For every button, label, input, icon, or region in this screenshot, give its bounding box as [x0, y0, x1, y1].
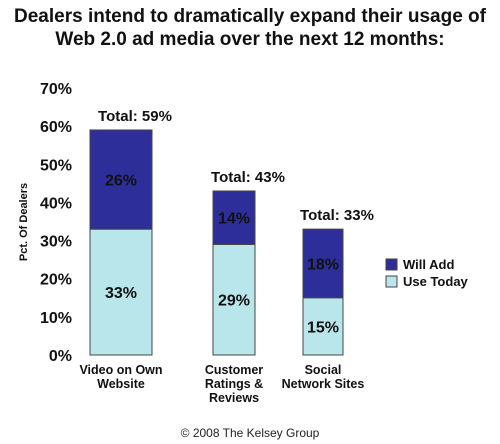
y-tick-label: 60%: [40, 119, 72, 136]
bar-segment-use-today: [89, 228, 153, 356]
total-label: Total: 43%: [211, 169, 285, 186]
data-label-use-today: 15%: [307, 319, 339, 336]
x-category-label: Reviews: [209, 391, 259, 405]
chart-title-line-2: Web 2.0 ad media over the next 12 months…: [55, 29, 444, 50]
bar-segment-will-add: [302, 228, 344, 299]
y-tick-label: 30%: [40, 234, 72, 251]
data-label-will-add: 18%: [307, 256, 339, 273]
x-category-label: Customer: [205, 363, 263, 377]
x-category-label: Network Sites: [282, 377, 365, 391]
y-axis-ticks: 0% 10% 20% 30% 40% 50% 60% 70%: [40, 81, 72, 365]
data-label-will-add: 14%: [218, 211, 250, 228]
data-label-will-add: 26%: [105, 173, 137, 190]
y-tick-label: 70%: [40, 81, 72, 98]
y-tick-label: 40%: [40, 195, 72, 212]
legend: Will Add Use Today: [385, 257, 469, 289]
total-label: Total: 33%: [300, 207, 374, 224]
x-category-label: Video on Own: [79, 363, 162, 377]
y-tick-label: 10%: [40, 310, 72, 327]
legend-swatch-use-today: [385, 275, 398, 288]
chart-title-line-1: Dealers intend to dramatically expand th…: [14, 6, 487, 27]
y-tick-label: 50%: [40, 157, 72, 174]
bar-segment-use-today: [302, 297, 344, 356]
data-label-use-today: 29%: [218, 293, 250, 310]
y-tick-label: 0%: [49, 348, 72, 365]
legend-label-use-today: Use Today: [403, 274, 469, 289]
legend-label-will-add: Will Add: [403, 257, 454, 272]
x-category-label: Ratings &: [205, 377, 263, 391]
x-category-label: Website: [97, 377, 145, 391]
y-tick-label: 20%: [40, 272, 72, 289]
data-label-use-today: 33%: [105, 285, 137, 302]
bar-segment-will-add: [212, 190, 256, 245]
total-label: Total: 59%: [98, 108, 172, 125]
legend-swatch-will-add: [385, 258, 398, 271]
x-category-label: Social: [305, 363, 342, 377]
bar-segment-will-add: [89, 129, 153, 230]
y-axis-label: Pct. Of Dealers: [18, 183, 30, 261]
copyright-notice: © 2008 The Kelsey Group: [181, 426, 320, 440]
bars: 33% 26% Total: 59% 29% 14% Total: 43% 15% 18% To…: [89, 108, 374, 356]
